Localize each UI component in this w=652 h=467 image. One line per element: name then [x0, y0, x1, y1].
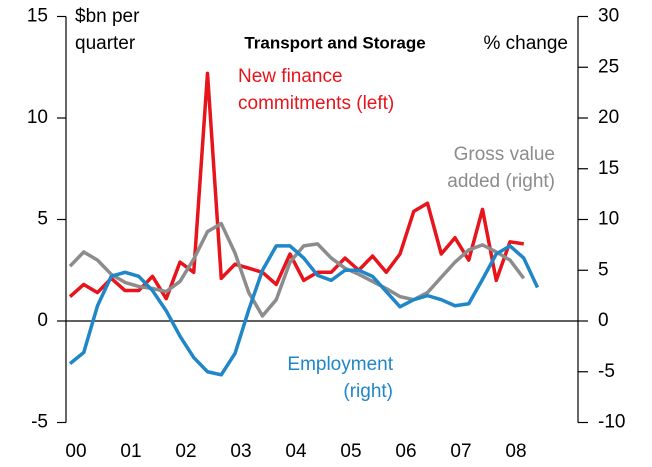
y2-axis-label: % change [483, 33, 568, 54]
y2-tick-label: 10 [598, 209, 619, 230]
y2-tick-label: 20 [598, 107, 619, 128]
chart-title: Transport and Storage [244, 33, 425, 52]
y2-tick-label: 15 [598, 158, 619, 179]
y2-tick-label: 0 [598, 310, 609, 331]
x-tick-label: 04 [285, 441, 307, 462]
y-tick-label: -5 [31, 412, 48, 433]
annotation: added (right) [447, 171, 555, 192]
x-tick-label: 02 [175, 441, 196, 462]
y2-tick-label: 25 [598, 56, 619, 77]
x-tick-label: 06 [395, 441, 416, 462]
annotation: Gross value [454, 144, 555, 165]
x-tick-label: 03 [230, 441, 251, 462]
annotation: Employment [287, 354, 393, 375]
annotation: commitments (left) [238, 93, 394, 114]
x-tick-label: 00 [65, 441, 86, 462]
annotation: New finance [238, 66, 343, 87]
y2-tick-label: -5 [598, 361, 615, 382]
x-tick-label: 05 [340, 441, 361, 462]
series-line [68, 244, 540, 377]
y-tick-label: 0 [37, 310, 48, 331]
y2-tick-label: 5 [598, 259, 609, 280]
annotation: (right) [343, 381, 393, 402]
x-tick-label: 07 [450, 441, 471, 462]
y-axis-label: $bn per [75, 6, 140, 27]
y-tick-label: 10 [27, 107, 48, 128]
y2-tick-label: -10 [598, 412, 625, 433]
y-axis-label: quarter [75, 33, 136, 54]
y-tick-label: 5 [37, 209, 48, 230]
x-tick-label: 08 [505, 441, 526, 462]
y2-tick-label: 30 [598, 6, 619, 27]
x-tick-label: 01 [120, 441, 141, 462]
y-tick-label: 15 [27, 6, 48, 27]
